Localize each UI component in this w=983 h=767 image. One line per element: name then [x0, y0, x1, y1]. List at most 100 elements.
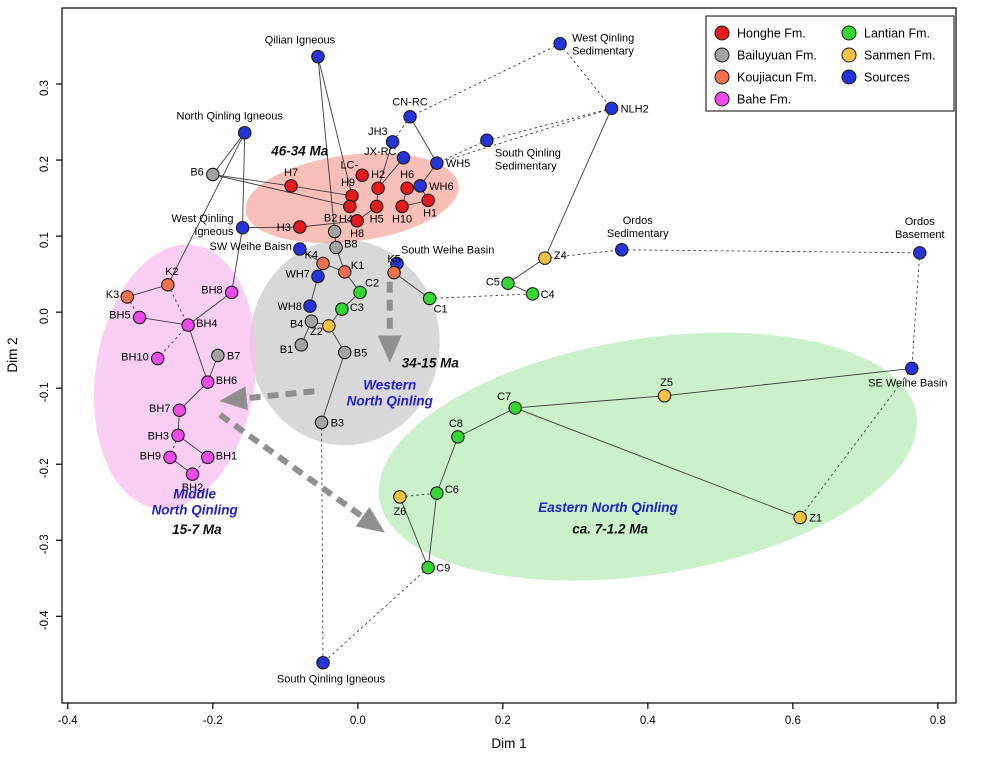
point-b2: [327, 224, 342, 239]
point-k3: [120, 290, 135, 304]
point-bh2: [185, 467, 200, 481]
label-z4: Z4: [554, 250, 567, 262]
label-h5: H5: [370, 213, 384, 225]
label-h10: H10: [392, 213, 412, 225]
legend-label-bahe-fm: Bahe Fm.: [737, 93, 791, 107]
point-labels: Qilian Igneous West Qinling Sedimentary NLH…: [106, 33, 948, 686]
point-h1: [421, 193, 435, 208]
label-b6: B6: [190, 167, 203, 179]
edge-c9--south-qinling-igneous: [322, 567, 429, 664]
legend-swatch-bahe-fm: [714, 91, 730, 107]
label-se-weihe-basin: SE Weihe Basin: [868, 377, 947, 389]
label-b1: B1: [280, 344, 293, 356]
label-b5: B5: [354, 347, 367, 359]
point-sw-weihe-baisn: [293, 242, 307, 256]
edge-c7--z1: [515, 407, 801, 518]
point-z1: [793, 510, 807, 525]
label-wh8: WH8: [278, 301, 302, 313]
label-nlh2: NLH2: [621, 103, 649, 115]
x-tick-label-0-2: -0.2: [203, 715, 223, 727]
label-z1: Z1: [809, 512, 822, 524]
edge-north-qinling-igneous--b6: [212, 132, 246, 175]
point-jh3: [385, 135, 400, 149]
label-bh9: BH9: [140, 450, 161, 462]
point-bh1: [200, 450, 215, 465]
y-tick-label-0-1: 0.1: [39, 232, 51, 248]
label-bh4: BH4: [196, 318, 217, 330]
point-h4: [343, 199, 357, 214]
edge-b6--h7: [212, 174, 292, 187]
label-h2: H2: [371, 169, 385, 181]
edge-west-qinling-sedimentary--cn-rc: [409, 43, 561, 118]
edge-ordos-sedimentary--ordos-basement: [621, 249, 920, 254]
y-tick-label-0-4: -0.4: [39, 610, 51, 630]
point-c1: [422, 291, 437, 306]
label-c9: C9: [436, 563, 450, 575]
point-h5: [369, 199, 384, 214]
label-c7: C7: [497, 391, 511, 403]
label-c5: C5: [486, 276, 500, 288]
edge-b5--b3: [321, 352, 346, 423]
label-h9: H9: [341, 177, 355, 189]
label-h4: H4: [339, 213, 353, 225]
label-lc: LC-: [340, 159, 358, 171]
legend-label-sanmen-fm: Sanmen Fm.: [864, 49, 936, 63]
label-c1: C1: [434, 303, 448, 315]
x-tick-label-0-8: 0.8: [930, 715, 946, 727]
label-z5: Z5: [660, 377, 673, 389]
y-tick-label-0-0: 0.0: [39, 308, 51, 324]
point-b1: [294, 338, 309, 352]
edge-z4--c5: [507, 257, 546, 284]
annotation-ca-7-1-2-ma: ca. 7-1.2 Ma: [572, 521, 648, 536]
point-b5: [338, 345, 352, 360]
edge-west-qinling-igneous--h3: [242, 226, 300, 229]
x-axis-title: Dim 1: [491, 736, 526, 751]
point-z6: [393, 490, 407, 504]
label-south-weihe-basin: South Weihe Basin: [401, 244, 494, 256]
edge-bh5--bh4: [139, 317, 189, 326]
label-bh2: BH2: [182, 482, 203, 494]
label-wh7: WH7: [285, 268, 309, 280]
point-z5: [657, 389, 672, 403]
point-wh7: [311, 269, 325, 284]
annotation-middle: Middle North Qinling: [152, 486, 239, 517]
annotation-eastern-north-qinling: Eastern North Qinling: [538, 500, 678, 515]
point-h6: [400, 181, 414, 195]
point-jx-rc: [396, 151, 411, 165]
label-b3: B3: [331, 417, 344, 429]
point-west-qinling-sedimentary: [553, 36, 567, 51]
label-z2: Z2: [310, 326, 323, 338]
label-h3: H3: [277, 222, 291, 234]
label-k3: K3: [106, 289, 119, 301]
point-bh8: [224, 285, 239, 300]
label-c4: C4: [541, 289, 555, 301]
point-bh4: [181, 318, 195, 332]
legend-swatch-sources: [841, 69, 857, 85]
edge-b3--south-qinling-igneous: [321, 422, 324, 663]
point-b8: [329, 240, 343, 255]
label-b8: B8: [344, 239, 357, 251]
point-c5: [501, 276, 515, 291]
point-c2: [353, 285, 367, 300]
label-k2: K2: [165, 266, 178, 278]
point-k5: [387, 265, 401, 280]
edge-nlh2--z4: [544, 108, 613, 259]
legend-label-bailuyuan-fm: Bailuyuan Fm.: [737, 49, 817, 63]
point-k4: [316, 256, 330, 271]
point-bh3: [171, 428, 185, 443]
legend-swatch-bailuyuan-fm: [714, 47, 730, 63]
edge-se-weihe-basin--z1: [799, 368, 913, 518]
point-west-qinling-igneous: [235, 221, 250, 235]
edge-bh4--bh6: [187, 324, 209, 383]
edge-jh3--h2: [377, 141, 394, 189]
point-wh6: [413, 179, 427, 193]
point-south-qinling-igneous: [316, 655, 330, 670]
x-tick-label-0-6: 0.6: [785, 715, 801, 727]
label-h8: H8: [350, 228, 364, 240]
legend-label-honghe-fm: Honghe Fm.: [737, 27, 806, 41]
point-qilian-igneous: [311, 49, 325, 64]
label-jx-rc: JX-RC: [364, 146, 396, 158]
point-bh10: [150, 351, 165, 366]
y-tick-label-0-3: -0.3: [39, 534, 51, 554]
